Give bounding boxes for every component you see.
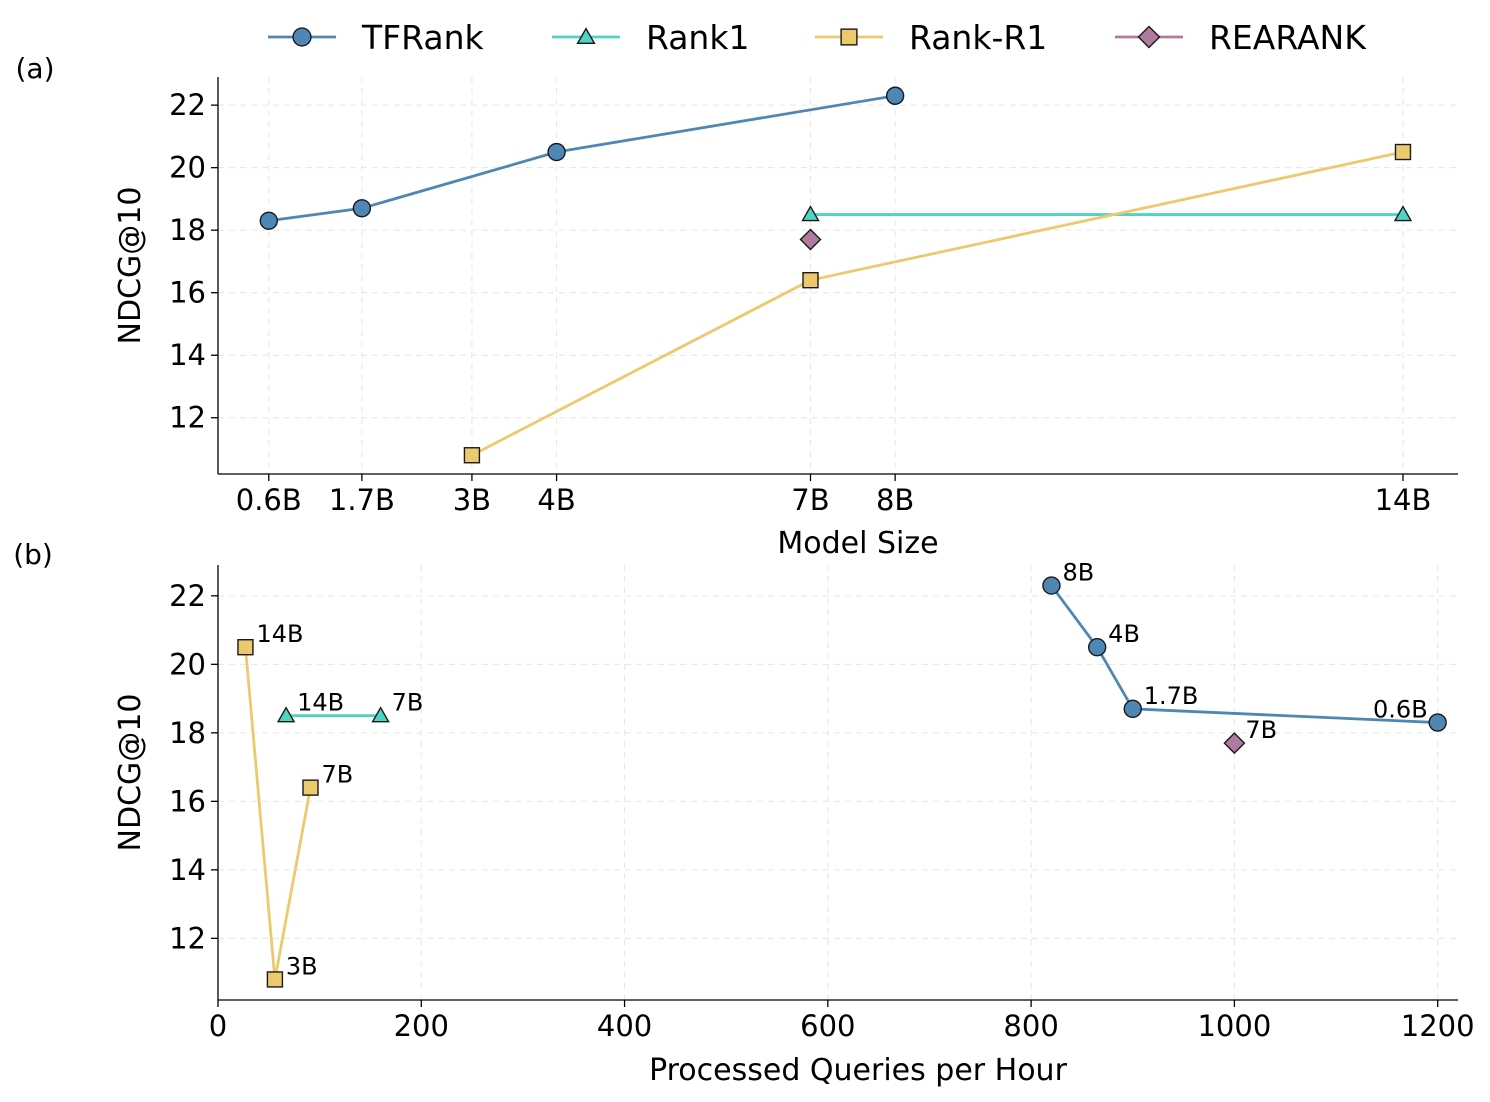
x-tick-label: 8B: [876, 483, 914, 517]
panel-label: (a): [15, 52, 54, 85]
data-label-rank1: 14B: [297, 689, 344, 717]
x-tick-label: 1.7B: [329, 483, 395, 517]
x-tick-label: 400: [597, 1009, 652, 1043]
x-tick-label: 14B: [1375, 483, 1432, 517]
y-axis-title: NDCG@10: [113, 694, 148, 852]
x-tick-label: 4B: [537, 483, 575, 517]
legend-marker-rearank: [1137, 25, 1161, 49]
data-label-rank-r1: 3B: [286, 952, 318, 980]
y-tick-label: 22: [169, 579, 206, 613]
data-point-rank-r1: [802, 271, 819, 289]
legend-label-rank1: Rank1: [646, 18, 749, 57]
y-axis-title: NDCG@10: [113, 187, 148, 345]
x-axis-title: Processed Queries per Hour: [649, 1053, 1068, 1088]
data-point-rank-r1: [266, 971, 284, 988]
data-point-rank-r1: [302, 779, 319, 796]
legend-marker-rank-r1: [840, 28, 858, 46]
legend-item-tfrank: TFRank: [268, 18, 484, 57]
legend-label-rearank: REARANK: [1209, 18, 1367, 57]
series-rank1: [801, 205, 1413, 222]
data-point-tfrank: [1123, 699, 1142, 719]
data-label-rank1: 7B: [392, 689, 424, 717]
data-point-rank1: [371, 706, 390, 723]
data-point-tfrank: [1087, 638, 1107, 657]
series-rearank: 7B: [1223, 716, 1277, 755]
y-tick-label: 20: [169, 647, 206, 681]
data-label-rank-r1: 7B: [321, 761, 353, 789]
legend-item-rank1: Rank1: [552, 18, 749, 57]
y-tick-label: 14: [169, 338, 206, 372]
series-tfrank: [259, 86, 905, 230]
series-rank1: 14B 7B: [276, 689, 424, 723]
data-point-tfrank: [352, 199, 372, 218]
y-tick-label: 16: [169, 784, 206, 818]
data-point-rank1: [1393, 205, 1413, 222]
x-tick-label: 0: [209, 1009, 227, 1043]
legend-item-rank-r1: Rank-R1: [815, 18, 1047, 57]
data-label-tfrank: 4B: [1108, 620, 1140, 648]
data-label-tfrank: 8B: [1062, 559, 1094, 587]
legend-label-rank-r1: Rank-R1: [909, 18, 1047, 57]
data-point-rank-r1: [1394, 143, 1412, 161]
data-point-tfrank: [1428, 713, 1447, 732]
x-tick-label: 7B: [791, 483, 829, 517]
x-tick-label: 3B: [453, 483, 491, 517]
y-tick-label: 22: [169, 88, 206, 122]
x-tick-label: 800: [1003, 1009, 1058, 1043]
data-point-tfrank: [1042, 576, 1061, 595]
series-tfrank: 8B 4B 1.7B 0.6B: [1042, 559, 1447, 732]
legend-marker-tfrank: [292, 27, 312, 47]
legend: TFRank Rank1 Rank-R1 REARANK: [268, 18, 1367, 57]
data-point-rank1: [801, 205, 820, 222]
data-point-rank-r1: [463, 447, 481, 464]
x-tick-label: 1000: [1197, 1009, 1271, 1043]
data-point-rearank: [1223, 732, 1246, 755]
series-line-tfrank: [268, 94, 896, 223]
legend-marker-rank1: [576, 27, 596, 44]
series-line-tfrank: [1050, 584, 1438, 724]
x-tick-label: 0.6B: [236, 483, 302, 517]
series-line-rank-r1: [471, 150, 1404, 457]
panel-label: (b): [13, 538, 53, 571]
data-point-tfrank: [259, 211, 278, 230]
data-point-tfrank: [547, 142, 566, 162]
x-axis-title: Model Size: [777, 526, 938, 561]
y-tick-label: 20: [169, 151, 206, 185]
legend-item-rearank: REARANK: [1115, 18, 1367, 57]
series-rank-r1: 14B 3B 7B: [237, 620, 353, 988]
data-label-tfrank: 1.7B: [1144, 682, 1199, 710]
y-tick-label: 12: [169, 921, 206, 955]
x-tick-label: 600: [800, 1009, 855, 1043]
y-tick-label: 14: [169, 853, 206, 887]
data-label-rearank: 7B: [1245, 716, 1277, 744]
x-tick-label: 200: [394, 1009, 449, 1043]
y-tick-label: 16: [169, 276, 206, 310]
legend-label-tfrank: TFRank: [361, 18, 484, 57]
chart-panel-a: 0.6B 1.7B 3B 4B 7B 8B 14B 12 14 16 18 20 22 Model Siz…: [15, 52, 1458, 561]
data-point-rank-r1: [237, 639, 254, 656]
y-tick-label: 12: [169, 401, 206, 435]
data-point-tfrank: [885, 86, 905, 105]
data-label-tfrank: 0.6B: [1373, 696, 1428, 724]
y-tick-label: 18: [169, 716, 206, 750]
data-label-rank-r1: 14B: [256, 620, 303, 648]
data-point-rank1: [276, 706, 296, 723]
y-tick-label: 18: [169, 213, 206, 247]
x-tick-label: 1200: [1401, 1009, 1475, 1043]
chart-panel-b: 0 200 400 600 800 1000 1200 12 14 16 18 20 22 Process…: [13, 538, 1474, 1088]
data-point-rearank: [799, 228, 822, 251]
series-rank-r1: [463, 143, 1412, 464]
series-rearank: [799, 228, 822, 251]
